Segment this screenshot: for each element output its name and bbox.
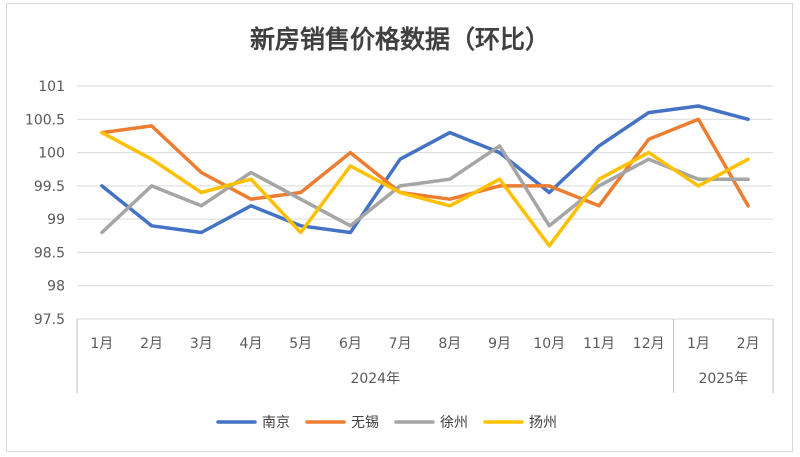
x-axis: 1月 2月 3月 4月 5月 6月 7月 8月 9月 10月 11月 12月 1月 2月 2024年 2025… xyxy=(76,319,774,393)
legend-label: 南京 xyxy=(262,415,290,431)
x-tick-label: 7月 xyxy=(389,336,412,352)
y-tick-label: 101 xyxy=(38,79,65,95)
y-tick-label: 97.5 xyxy=(34,312,65,328)
gridlines xyxy=(77,85,773,320)
chart-title: 新房销售价格数据（环比） xyxy=(250,25,550,54)
legend-label: 徐州 xyxy=(440,415,468,431)
y-axis-labels: 101 100.5 100 99.5 99 98.5 98 97.5 xyxy=(25,79,65,328)
x-tick-label: 8月 xyxy=(438,336,461,352)
legend-label: 扬州 xyxy=(529,415,557,431)
x-tick-label: 10月 xyxy=(533,336,565,352)
x-tick-label: 11月 xyxy=(583,336,615,352)
series-line-1 xyxy=(100,104,750,235)
y-tick-label: 100.5 xyxy=(25,112,65,128)
x-tick-label: 4月 xyxy=(240,336,263,352)
y-tick-label: 98.5 xyxy=(34,245,65,261)
x-tick-label: 9月 xyxy=(488,336,511,352)
y-tick-label: 99 xyxy=(47,212,65,228)
legend-label: 无锡 xyxy=(351,415,379,431)
y-tick-label: 99.5 xyxy=(34,179,65,195)
y-tick-label: 100 xyxy=(38,146,65,162)
series-line-2 xyxy=(100,117,750,208)
series-lines xyxy=(100,104,750,248)
x-group-label: 2024年 xyxy=(350,371,400,387)
series-line-3 xyxy=(100,144,750,235)
x-tick-label: 2月 xyxy=(737,336,760,352)
series-line-4 xyxy=(100,130,750,248)
x-tick-label: 2月 xyxy=(140,336,163,352)
x-tick-label: 12月 xyxy=(633,336,665,352)
x-tick-label: 1月 xyxy=(687,336,710,352)
x-tick-label: 1月 xyxy=(90,336,113,352)
x-group-label: 2025年 xyxy=(698,371,748,387)
chart-frame xyxy=(6,3,793,452)
legend: 南京 无锡 徐州 扬州 xyxy=(216,415,557,431)
y-tick-label: 98 xyxy=(47,279,65,295)
x-tick-label: 5月 xyxy=(289,336,312,352)
x-tick-label: 3月 xyxy=(190,336,213,352)
x-tick-label: 6月 xyxy=(339,336,362,352)
